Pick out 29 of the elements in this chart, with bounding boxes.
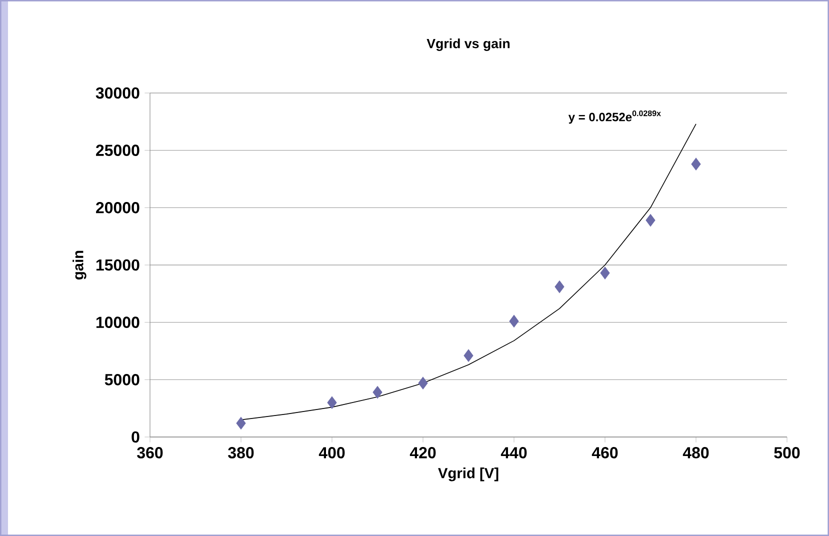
point <box>327 396 337 409</box>
y-tick-label: 15000 <box>96 259 140 271</box>
point <box>646 214 656 227</box>
x-tick-label: 460 <box>592 447 618 458</box>
x-tick-label: 440 <box>500 447 527 458</box>
y-tick-label: 25000 <box>96 144 140 156</box>
x-tick-label: 380 <box>228 447 254 458</box>
chart-title: Vgrid vs gain <box>426 38 510 51</box>
y-axis-title: gain <box>72 250 86 280</box>
point <box>600 266 610 280</box>
y-tick-label: 20000 <box>96 202 140 214</box>
point <box>464 349 474 362</box>
x-tick-label: 500 <box>774 447 800 458</box>
y-tick-label: 10000 <box>96 316 140 328</box>
x-tick-label: 420 <box>410 447 436 458</box>
x-tick-label: 400 <box>318 447 345 458</box>
x-tick-label: 360 <box>137 447 163 458</box>
y-tick-label: 0 <box>132 431 140 443</box>
y-tick-label: 30000 <box>96 87 140 99</box>
x-axis-title: Vgrid [V] <box>438 468 498 482</box>
point <box>418 376 428 390</box>
y-tick-label: 5000 <box>104 374 140 386</box>
point <box>691 158 701 170</box>
point <box>509 314 519 328</box>
point <box>236 416 246 430</box>
point <box>372 386 382 399</box>
annotation: y = 0.0252e$^{0.0289x}$ <box>568 110 661 124</box>
x-tick-label: 480 <box>682 447 709 458</box>
point <box>554 280 564 294</box>
